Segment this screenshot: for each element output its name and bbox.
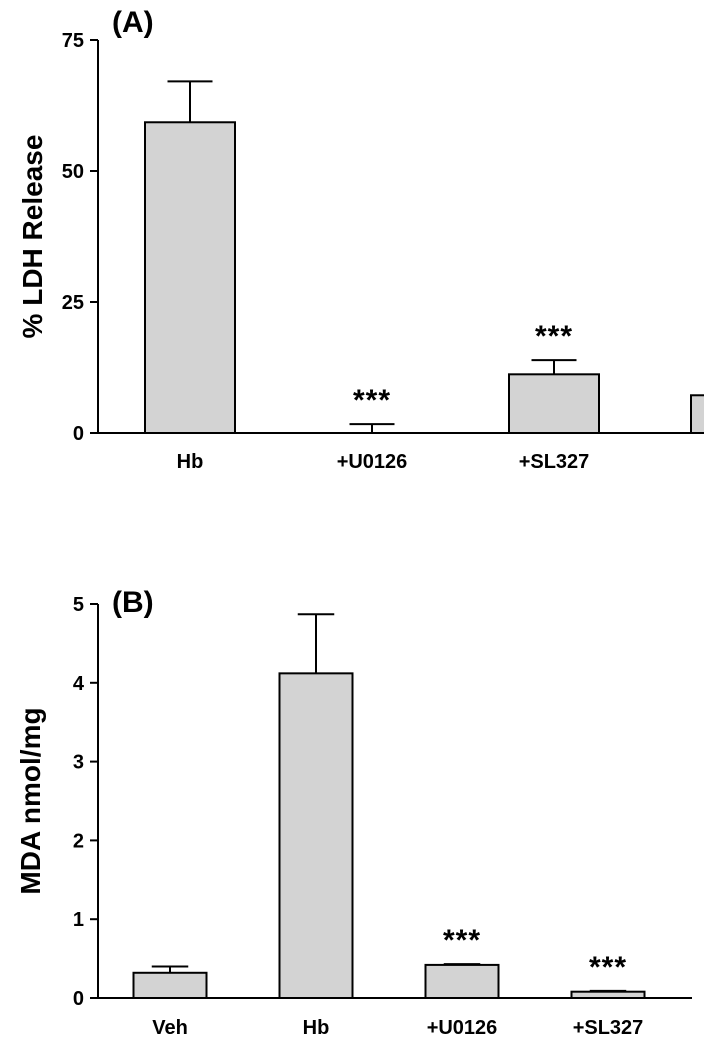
y-tick-label: 4 — [73, 673, 85, 695]
bar — [144, 121, 236, 434]
y-tick-label: 2 — [73, 830, 84, 852]
category-label: +SL327 — [519, 451, 590, 473]
bar — [690, 394, 704, 435]
category-label: +U0126 — [427, 1017, 498, 1039]
bar — [570, 990, 646, 999]
y-tick-label: 5 — [73, 594, 84, 616]
category-label: Hb — [177, 451, 204, 473]
panel-label: (A) — [112, 6, 154, 39]
y-axis-label: % LDH Release — [17, 135, 48, 339]
panel-label: (B) — [112, 586, 154, 619]
y-tick-label: 1 — [73, 909, 84, 931]
y-axis-label: MDA nmol/mg — [15, 707, 46, 894]
category-label: +U0126 — [337, 451, 408, 473]
y-tick-label: 50 — [62, 161, 84, 183]
significance-marker: *** — [443, 924, 481, 957]
category-label: Hb — [303, 1017, 330, 1039]
category-label: +SL327 — [573, 1017, 644, 1039]
y-tick-label: 75 — [62, 30, 84, 52]
significance-marker: *** — [353, 384, 391, 417]
significance-marker: *** — [535, 320, 573, 353]
significance-marker: *** — [589, 951, 627, 984]
y-tick-label: 25 — [62, 292, 84, 314]
bar — [278, 672, 354, 999]
bar — [508, 373, 600, 435]
y-tick-label: 0 — [73, 988, 84, 1010]
bar — [132, 971, 208, 999]
bar — [424, 963, 500, 999]
y-tick-label: 3 — [73, 752, 84, 774]
category-label: Veh — [152, 1017, 188, 1039]
y-tick-label: 0 — [73, 423, 84, 445]
